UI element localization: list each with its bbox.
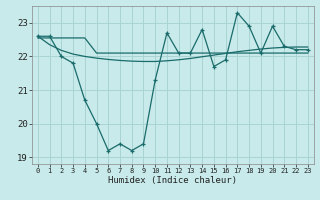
X-axis label: Humidex (Indice chaleur): Humidex (Indice chaleur) bbox=[108, 176, 237, 185]
